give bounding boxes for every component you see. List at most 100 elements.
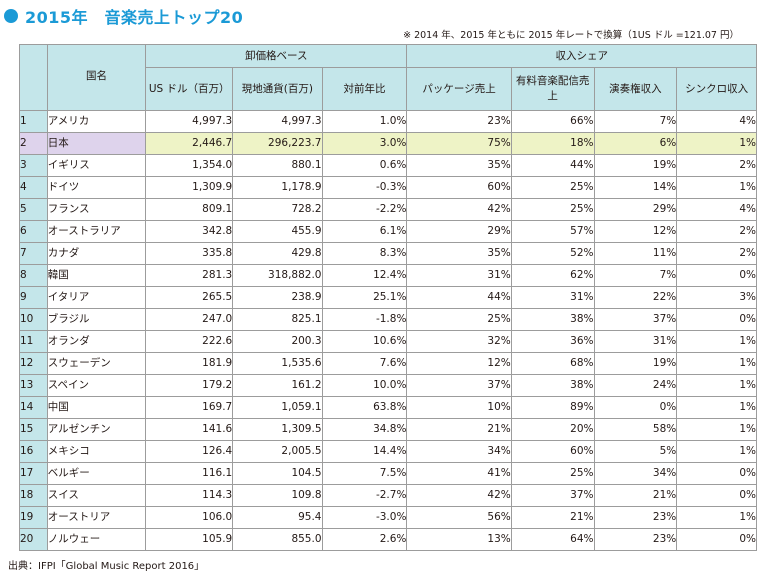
country-cell: アメリカ	[46, 110, 147, 133]
performance-share-cell: 5%	[593, 440, 678, 463]
paid-stream-share-cell: 57%	[510, 220, 595, 243]
table-row: 14 中国 169.7 1,059.1 63.8% 10% 89% 0% 1%	[19, 396, 757, 419]
table-body: 1 アメリカ 4,997.3 4,997.3 1.0% 23% 66% 7% 4% 2 日本 2,44…	[19, 110, 757, 551]
sync-share-cell: 4%	[676, 110, 757, 133]
local-currency-cell: 4,997.3	[232, 110, 323, 133]
local-currency-cell: 161.2	[232, 374, 323, 397]
yoy-cell: 63.8%	[321, 396, 408, 419]
country-cell: メキシコ	[46, 440, 147, 463]
performance-share-cell: 23%	[593, 506, 678, 529]
usd-cell: 2,446.7	[145, 132, 234, 155]
yoy-cell: 14.4%	[321, 440, 408, 463]
paid-stream-share-cell: 36%	[510, 330, 595, 353]
rank-cell: 18	[19, 484, 48, 507]
usd-cell: 106.0	[145, 506, 234, 529]
local-currency-cell: 200.3	[232, 330, 323, 353]
header-row-columns: US ドル（百万） 現地通貨(百万) 対前年比 パッケージ売上 有料音楽配信売上…	[20, 67, 757, 111]
local-currency-cell: 880.1	[232, 154, 323, 177]
sync-share-cell: 4%	[676, 198, 757, 221]
performance-share-cell: 12%	[593, 220, 678, 243]
sync-share-cell: 0%	[676, 308, 757, 331]
performance-share-cell: 19%	[593, 154, 678, 177]
table-row: 18 スイス 114.3 109.8 -2.7% 42% 37% 21% 0%	[19, 484, 757, 507]
yoy-cell: 0.6%	[321, 154, 408, 177]
yoy-cell: 7.5%	[321, 462, 408, 485]
share-group-header: 収入シェア	[406, 44, 757, 68]
package-header: パッケージ売上	[406, 67, 512, 111]
usd-cell: 4,997.3	[145, 110, 234, 133]
performance-share-cell: 34%	[593, 462, 678, 485]
sync-share-cell: 1%	[676, 176, 757, 199]
usd-cell: 116.1	[145, 462, 234, 485]
country-cell: スイス	[46, 484, 147, 507]
country-cell: オランダ	[46, 330, 147, 353]
table-row: 10 ブラジル 247.0 825.1 -1.8% 25% 38% 37% 0%	[19, 308, 757, 331]
package-share-cell: 56%	[406, 506, 512, 529]
local-currency-cell: 429.8	[232, 242, 323, 265]
yoy-cell: 1.0%	[321, 110, 408, 133]
yoy-cell: 12.4%	[321, 264, 408, 287]
rank-cell: 7	[19, 242, 48, 265]
usd-cell: 169.7	[145, 396, 234, 419]
ranking-table: 国名 卸価格ベース 収入シェア US ドル（百万） 現地通貨(百万) 対前年比 …	[19, 44, 757, 551]
usd-cell: 1,354.0	[145, 154, 234, 177]
header-row-groups: 国名 卸価格ベース 収入シェア	[19, 44, 757, 111]
performance-share-cell: 58%	[593, 418, 678, 441]
yoy-cell: 10.0%	[321, 374, 408, 397]
page-title: 2015年 音楽売上トップ20	[25, 8, 244, 27]
source-note: 出典：IFPI「Global Music Report 2016」	[8, 561, 205, 572]
package-share-cell: 60%	[406, 176, 512, 199]
rank-cell: 3	[19, 154, 48, 177]
package-share-cell: 75%	[406, 132, 512, 155]
usd-header: US ドル（百万）	[145, 67, 234, 111]
country-cell: カナダ	[46, 242, 147, 265]
yoy-cell: 2.6%	[321, 528, 408, 551]
rank-cell: 8	[19, 264, 48, 287]
local-currency-cell: 296,223.7	[232, 132, 323, 155]
local-currency-cell: 238.9	[232, 286, 323, 309]
paid-stream-share-cell: 44%	[510, 154, 595, 177]
yoy-cell: 34.8%	[321, 418, 408, 441]
yoy-cell: 8.3%	[321, 242, 408, 265]
performance-share-cell: 6%	[593, 132, 678, 155]
table-row: 9 イタリア 265.5 238.9 25.1% 44% 31% 22% 3%	[19, 286, 757, 309]
country-cell: スウェーデン	[46, 352, 147, 375]
rank-cell: 9	[19, 286, 48, 309]
rank-cell: 20	[19, 528, 48, 551]
usd-cell: 335.8	[145, 242, 234, 265]
country-cell: イギリス	[46, 154, 147, 177]
package-share-cell: 13%	[406, 528, 512, 551]
yoy-cell: 10.6%	[321, 330, 408, 353]
usd-cell: 126.4	[145, 440, 234, 463]
paid-stream-share-cell: 25%	[510, 176, 595, 199]
paid-stream-share-cell: 20%	[510, 418, 595, 441]
package-share-cell: 35%	[406, 242, 512, 265]
sync-share-cell: 1%	[676, 352, 757, 375]
yoy-cell: 3.0%	[321, 132, 408, 155]
package-share-cell: 37%	[406, 374, 512, 397]
rank-cell: 11	[19, 330, 48, 353]
local-currency-cell: 855.0	[232, 528, 323, 551]
package-share-cell: 42%	[406, 484, 512, 507]
paid-stream-share-cell: 66%	[510, 110, 595, 133]
table-row: 17 ベルギー 116.1 104.5 7.5% 41% 25% 34% 0%	[19, 462, 757, 485]
title-row: 2015年 音楽売上トップ20	[4, 5, 243, 27]
sync-share-cell: 3%	[676, 286, 757, 309]
local-currency-cell: 1,309.5	[232, 418, 323, 441]
performance-share-cell: 22%	[593, 286, 678, 309]
paid-stream-share-cell: 64%	[510, 528, 595, 551]
package-share-cell: 23%	[406, 110, 512, 133]
usd-cell: 342.8	[145, 220, 234, 243]
local-currency-cell: 1,178.9	[232, 176, 323, 199]
table-row: 3 イギリス 1,354.0 880.1 0.6% 35% 44% 19% 2%	[19, 154, 757, 177]
yoy-cell: 6.1%	[321, 220, 408, 243]
table-row: 8 韓国 281.3 318,882.0 12.4% 31% 62% 7% 0%	[19, 264, 757, 287]
rank-cell: 12	[19, 352, 48, 375]
paid-stream-share-cell: 31%	[510, 286, 595, 309]
rank-cell: 16	[19, 440, 48, 463]
local-currency-cell: 2,005.5	[232, 440, 323, 463]
country-cell: 中国	[46, 396, 147, 419]
sync-share-cell: 1%	[676, 396, 757, 419]
yoy-header: 対前年比	[321, 67, 408, 111]
local-currency-cell: 825.1	[232, 308, 323, 331]
